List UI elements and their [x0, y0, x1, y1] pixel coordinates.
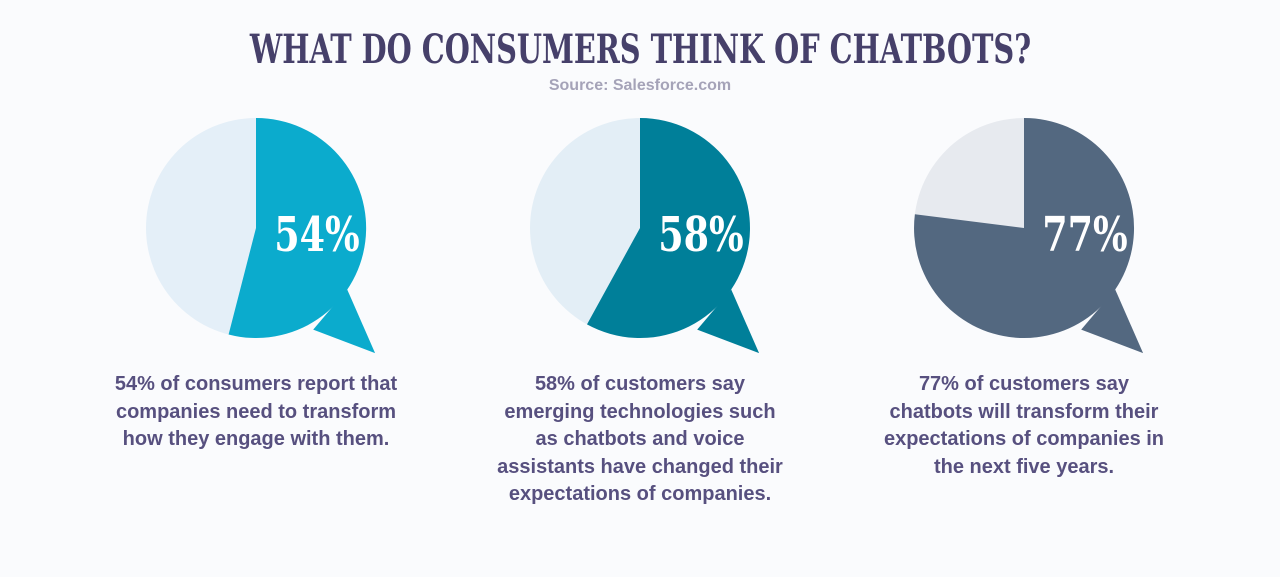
chart-column-2: 58% 58% of customers say emerging techno…: [448, 118, 832, 509]
chart-caption: 58% of customers say emerging technologi…: [497, 373, 783, 505]
charts-row: 54% 54% of consumers report that compani…: [0, 118, 1280, 509]
source-line: Source: Salesforce.com: [548, 77, 732, 94]
page-title-text: WHAT DO CONSUMERS THINK OF CHATBOTS?: [249, 26, 1031, 73]
chart-column-1: 54% 54% of consumers report that compani…: [64, 118, 448, 509]
percent-label: 58%: [658, 207, 743, 263]
page-title: WHAT DO CONSUMERS THINK OF CHATBOTS?: [0, 28, 1280, 72]
percent-label: 54%: [274, 207, 359, 263]
chart-column-3: 77% 77% of customers say chatbots will t…: [832, 118, 1216, 509]
percent-label: 77%: [1042, 207, 1127, 263]
chart-caption: 54% of consumers report that companies n…: [114, 373, 398, 450]
pie-slice: [228, 118, 367, 338]
speech-tail: [313, 289, 376, 354]
speech-bubble-chart-77: 77%: [914, 118, 1144, 354]
pie-slice: [587, 118, 750, 338]
speech-tail: [697, 289, 760, 354]
chart-caption: 77% of customers say chatbots will trans…: [883, 373, 1165, 478]
speech-tail: [1081, 289, 1144, 354]
pie-slice: [914, 118, 1135, 338]
speech-bubble-chart-54: 54%: [146, 118, 376, 354]
speech-bubble-chart-58: 58%: [530, 118, 760, 354]
infographic-header: WHAT DO CONSUMERS THINK OF CHATBOTS? Sou…: [0, 28, 1280, 96]
